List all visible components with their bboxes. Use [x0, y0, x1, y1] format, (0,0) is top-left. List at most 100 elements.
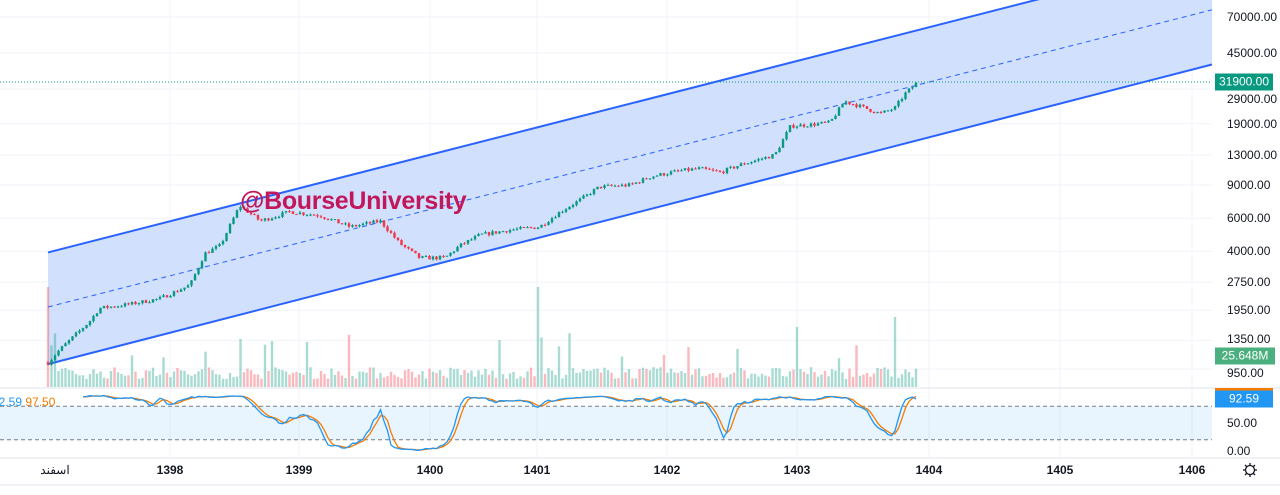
candle [645, 178, 648, 180]
volume-bar [715, 377, 718, 387]
candle [617, 185, 620, 187]
volume-bar [281, 370, 284, 387]
settings-gear-icon[interactable] [1243, 463, 1257, 477]
candle [501, 231, 505, 233]
candle [186, 285, 190, 288]
candle [235, 210, 239, 218]
volume-bar [718, 373, 722, 387]
volume-bar [298, 372, 302, 387]
candle [151, 299, 155, 303]
candle [470, 239, 473, 241]
volume-bar [463, 369, 466, 387]
volume-bar [417, 374, 421, 387]
candle [78, 330, 81, 333]
volume-bar [235, 376, 239, 387]
volume-bar [204, 351, 207, 387]
volume-bar [260, 378, 263, 387]
candle [204, 252, 207, 262]
volume-bar [361, 371, 365, 387]
candle [781, 139, 785, 148]
candle [540, 224, 543, 228]
candle [652, 176, 655, 179]
volume-bar [284, 371, 288, 387]
volume-bar [60, 368, 64, 387]
candle [270, 218, 274, 221]
candle [102, 305, 106, 309]
volume-bar [557, 346, 561, 387]
candle [281, 212, 284, 217]
price-axis-label: 2750.00 [1227, 275, 1271, 290]
candle [165, 295, 169, 298]
volume-bar [113, 367, 116, 387]
time-axis-label: 1405 [1046, 463, 1074, 477]
candle [246, 208, 249, 213]
volume-bar [172, 371, 176, 387]
volume-bar [729, 374, 732, 387]
volume-bar [144, 370, 148, 387]
candle [155, 298, 158, 300]
volume-bar [708, 373, 711, 387]
candle [158, 296, 162, 299]
volume-bar [340, 375, 344, 387]
volume-bar [788, 371, 792, 387]
volume-bar [613, 378, 617, 387]
price-axis-label: 29000.00 [1227, 92, 1278, 106]
candle [221, 240, 225, 245]
candle [554, 217, 557, 219]
stoch-band [0, 406, 1212, 440]
candle [60, 346, 64, 351]
candle [505, 231, 508, 233]
volume-bar [554, 374, 557, 387]
volume-bar [760, 373, 764, 387]
volume-bar [767, 376, 771, 387]
candle [127, 303, 130, 305]
volume-bar [109, 371, 113, 387]
volume-bar [449, 367, 452, 387]
volume-bar [197, 371, 200, 387]
stoch-axis-label: 0.00 [1227, 444, 1251, 458]
volume-bar [687, 347, 690, 387]
volume-bar [57, 370, 60, 387]
candle [855, 104, 858, 108]
volume-bar [851, 377, 855, 387]
volume-bar [473, 376, 477, 387]
volume-bar [659, 367, 662, 387]
candle [295, 213, 298, 215]
channel-upper-line [47, 0, 1040, 254]
volume-bar [403, 370, 407, 387]
candle [743, 163, 746, 165]
volume-bar [645, 368, 648, 387]
candle [477, 234, 480, 237]
volume-bar [575, 372, 578, 387]
volume-bar [305, 341, 309, 387]
volume-bar [543, 373, 547, 387]
volume-bar [239, 338, 242, 387]
volume-bar [64, 367, 67, 387]
candle [498, 231, 501, 234]
volume-bar [893, 317, 897, 387]
volume-bar [270, 341, 274, 387]
candle [785, 132, 788, 140]
volume-bar [491, 370, 494, 387]
volume-bar [589, 370, 592, 387]
candle [897, 100, 900, 107]
candle [417, 253, 421, 258]
volume-bar [480, 374, 484, 387]
volume-bar [690, 374, 694, 387]
candle [620, 184, 624, 187]
stoch-d-value: 97.50 [25, 395, 56, 409]
candle [536, 227, 540, 229]
candle [323, 217, 326, 219]
volume-bar [634, 378, 638, 387]
time-axis-label: 1398 [156, 463, 184, 477]
candle [638, 182, 641, 184]
candle [130, 301, 134, 305]
volume-bar [746, 378, 750, 387]
candle [827, 120, 830, 123]
volume-bar [74, 374, 78, 387]
volume-bar [316, 378, 319, 387]
volume-bar [288, 374, 291, 387]
candle [596, 186, 599, 190]
volume-bar [337, 371, 340, 387]
